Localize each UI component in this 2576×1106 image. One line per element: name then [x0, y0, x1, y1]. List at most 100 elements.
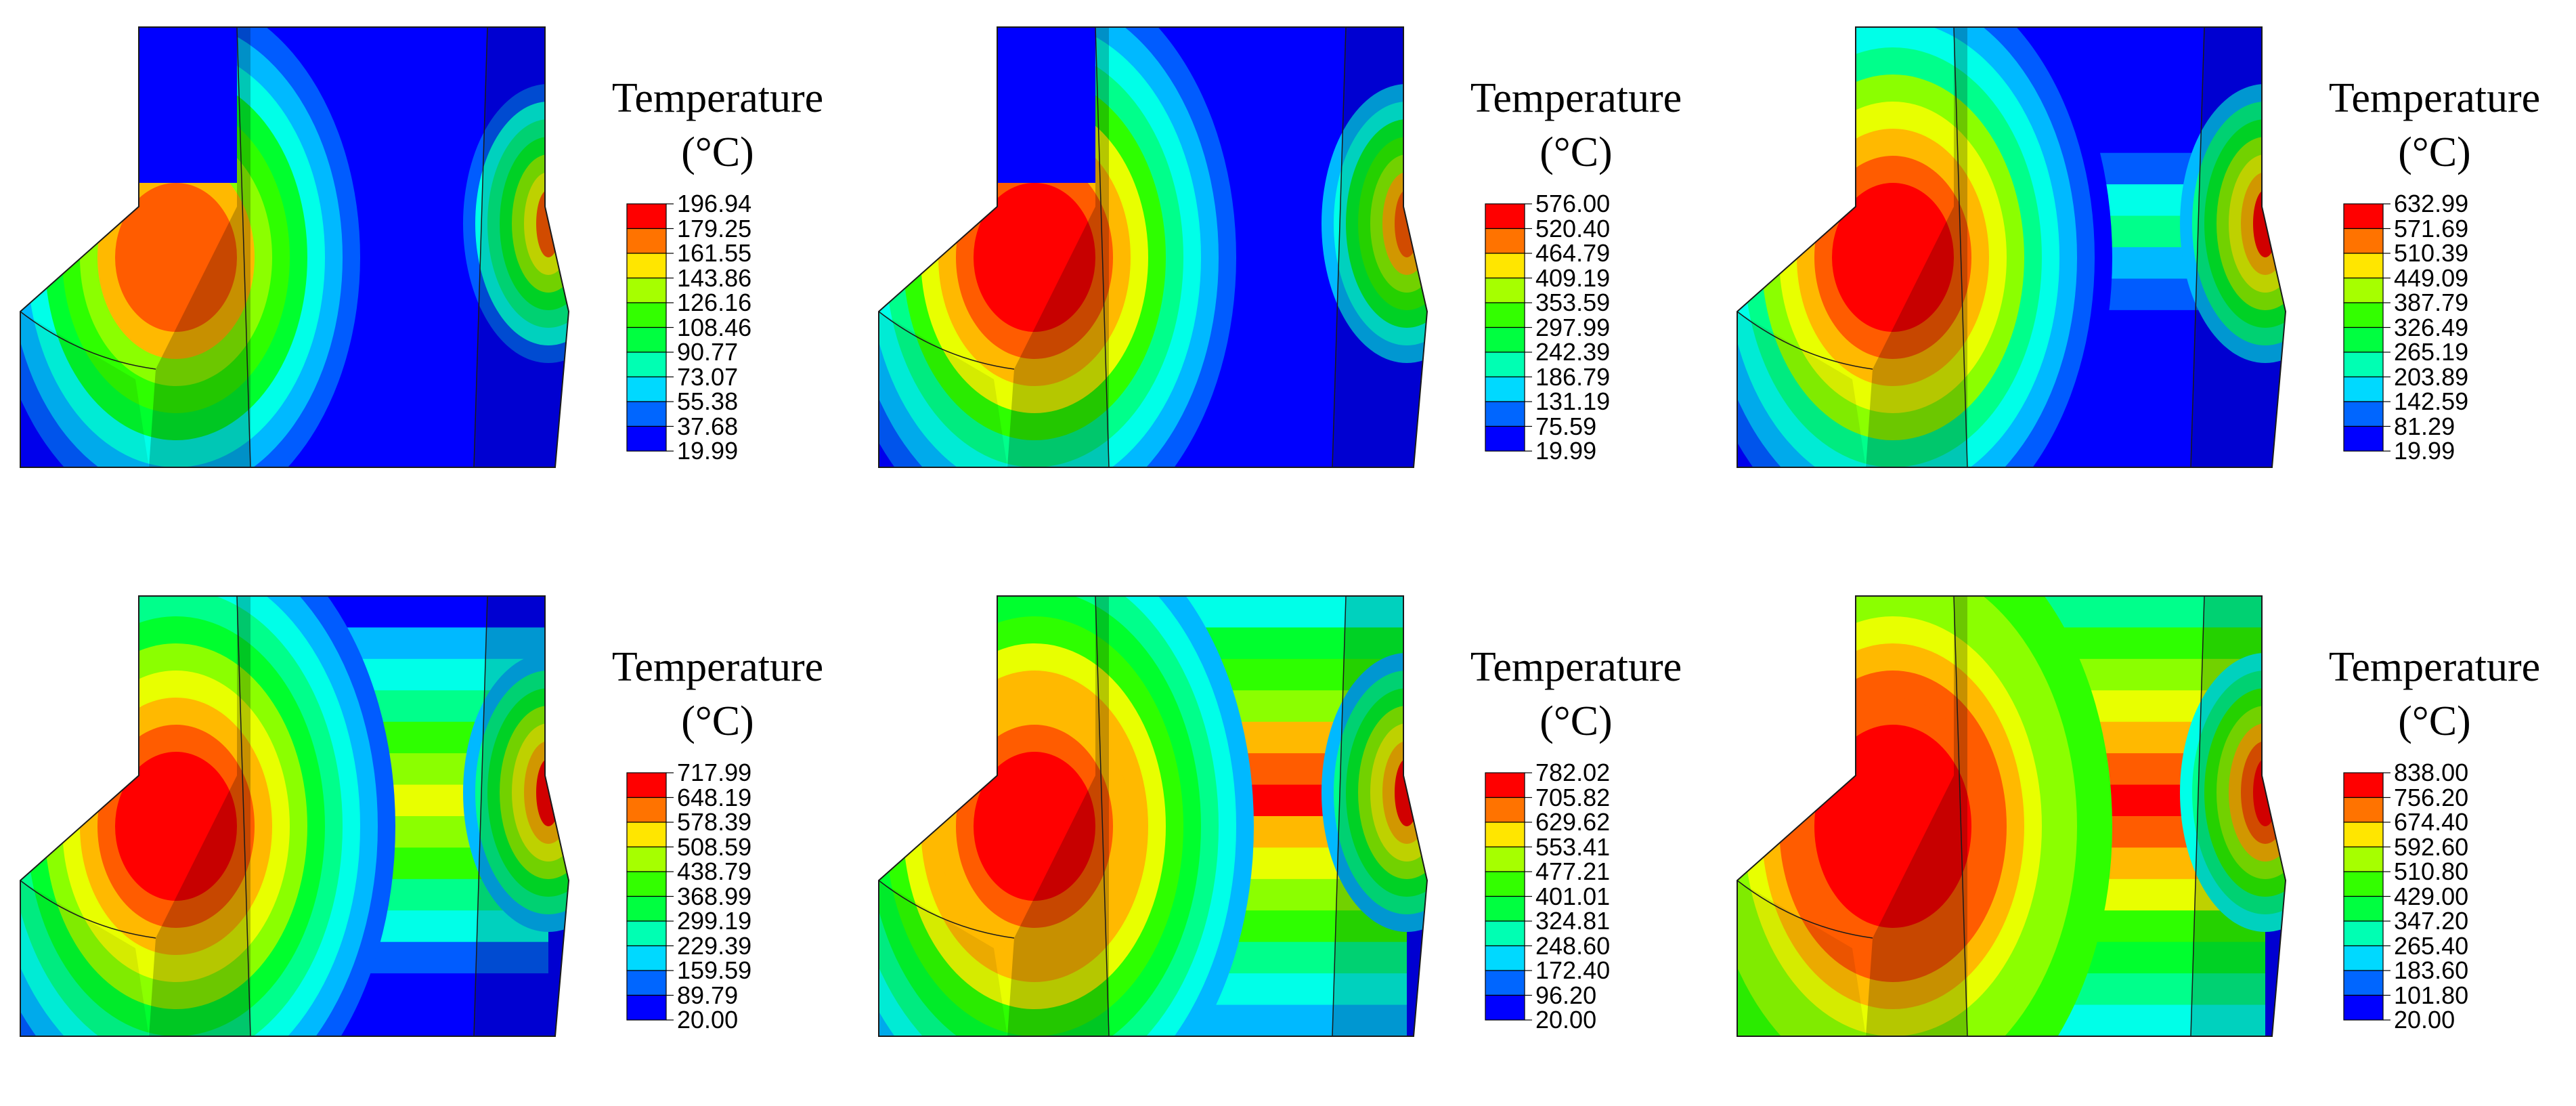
legend-value: 265.19 [2394, 338, 2469, 366]
legend-swatch [2343, 302, 2384, 328]
legend-swatch [626, 203, 667, 230]
legend-swatch [2343, 871, 2384, 897]
legend-value: 368.99 [677, 882, 752, 910]
legend-value: 229.39 [677, 931, 752, 960]
legend-value: 37.68 [677, 412, 739, 440]
legend-value: 73.07 [677, 362, 739, 391]
left-hot-zone [974, 183, 1095, 332]
legend-value: 326.49 [2394, 313, 2469, 341]
legend-swatch [1485, 871, 1525, 897]
legend-title-text: Temperature [1470, 75, 1682, 121]
legend-title-text: Temperature [2328, 75, 2541, 121]
legend-value: 126.16 [677, 289, 752, 316]
legend-value: 571.69 [2394, 214, 2469, 242]
legend-swatch [626, 945, 667, 971]
left-hot-zone [115, 183, 237, 332]
legend-swatch [626, 871, 667, 897]
legend-value: 143.86 [677, 263, 752, 292]
legend-swatch [1485, 846, 1525, 872]
edge-line [1737, 311, 1873, 370]
legend-color-scale [2343, 203, 2391, 452]
legend-swatch [626, 846, 667, 872]
legend-swatch [2343, 895, 2384, 922]
legend-swatch [2343, 846, 2384, 872]
legend-unit: (°C) [1540, 698, 1613, 744]
legend-swatch [626, 425, 667, 452]
legend-value: 297.99 [1535, 313, 1611, 341]
legend-swatch [2343, 228, 2384, 254]
edge-line [1332, 26, 1347, 468]
legend-value: 438.79 [677, 857, 752, 885]
fea-model [20, 26, 570, 468]
legend-swatch [1485, 945, 1525, 971]
fea-model [1737, 26, 2287, 468]
legend-value: 477.21 [1535, 857, 1611, 885]
base-lip-shade [879, 880, 1007, 1036]
legend-swatch [1485, 228, 1525, 254]
legend-value: 265.40 [2394, 931, 2469, 960]
legend-swatch [2343, 352, 2384, 378]
legend-swatch [626, 277, 667, 303]
legend-value: 81.29 [2394, 412, 2455, 440]
legend-swatch [626, 401, 667, 427]
legend-color-scale [1485, 772, 1532, 1021]
legend-swatch [626, 376, 667, 402]
contour-panel-2: Temperature (°C) 576.00 520.40 464.79 409.19 3… [858, 0, 1717, 528]
legend-swatch [1485, 352, 1525, 378]
legend-value: 508.59 [677, 832, 752, 861]
legend-value: 576.00 [1535, 190, 1611, 217]
legend-swatch [1485, 425, 1525, 452]
edge-line [1737, 880, 1873, 939]
legend-swatch [1485, 895, 1525, 922]
legend-swatch [1485, 376, 1525, 402]
legend-value: 186.79 [1535, 362, 1611, 391]
legend-swatch [1485, 277, 1525, 303]
legend-value: 19.99 [2394, 437, 2455, 465]
legend-swatch [1485, 920, 1525, 947]
model-outline [1737, 26, 2287, 468]
legend-value: 353.59 [1535, 289, 1611, 316]
side-flank-shade [1007, 596, 1109, 1036]
edge-line [878, 880, 1015, 939]
edge-line [1095, 595, 1110, 1037]
legend-value: 172.40 [1535, 956, 1611, 984]
base-lip-shade [20, 312, 149, 467]
model-outline [20, 595, 570, 1037]
legend-title: Temperature (°C) [2292, 71, 2576, 179]
legend-swatch [1485, 302, 1525, 328]
legend-swatch [626, 228, 667, 254]
legend-swatch [2343, 970, 2384, 996]
legend-swatch [626, 822, 667, 848]
edge-line [1953, 26, 1968, 468]
legend-swatch [626, 326, 667, 353]
legend-value: 592.60 [2394, 832, 2469, 861]
legend-value: 179.25 [677, 214, 752, 242]
legend-swatch [1485, 796, 1525, 823]
legend-unit: (°C) [2398, 129, 2471, 175]
legend-value: 142.59 [2394, 387, 2469, 415]
edge-line [1095, 26, 1110, 468]
legend-value: 183.60 [2394, 956, 2469, 984]
legend-swatch [2343, 401, 2384, 427]
legend-value: 20.00 [2394, 1006, 2455, 1034]
legend-value: 196.94 [677, 190, 752, 217]
contour-panel-3: Temperature (°C) 632.99 571.69 510.39 449.09 3… [1717, 0, 2575, 528]
side-flank-shade [149, 27, 250, 467]
legend-swatch [2343, 277, 2384, 303]
legend-value: 161.55 [677, 239, 752, 267]
legend-value: 203.89 [2394, 362, 2469, 391]
legend-swatch [1485, 970, 1525, 996]
legend-swatch [1485, 326, 1525, 353]
edge-line [2190, 595, 2205, 1037]
model-outline [20, 26, 570, 468]
legend-value: 553.41 [1535, 832, 1611, 861]
legend-value: 705.82 [1535, 783, 1611, 811]
legend-swatch [626, 895, 667, 922]
legend-swatch [2343, 772, 2384, 799]
legend-title: Temperature (°C) [575, 640, 860, 748]
base-lip-shade [1737, 312, 1866, 467]
legend-swatch [2343, 253, 2384, 279]
model-outline [878, 595, 1428, 1037]
legend-value: 324.81 [1535, 907, 1611, 935]
legend-value: 429.00 [2394, 882, 2469, 910]
